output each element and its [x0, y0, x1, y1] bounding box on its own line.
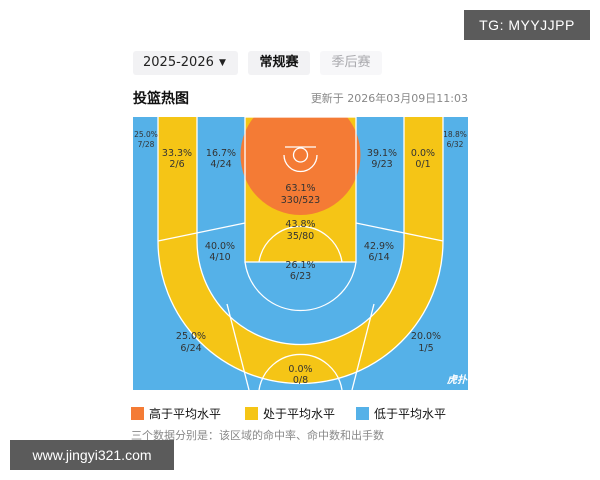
zone-label-top-key: 26.1% 6/23 — [285, 260, 315, 282]
svg-text:6/14: 6/14 — [368, 252, 389, 263]
svg-text:6/24: 6/24 — [180, 343, 201, 354]
chevron-down-icon: ▼ — [219, 58, 226, 68]
svg-text:33.3%: 33.3% — [162, 148, 192, 159]
legend-note: 三个数据分别是：该区域的命中率、命中数和出手数 — [131, 429, 384, 442]
legend-label-mid: 处于平均水平 — [263, 407, 336, 421]
svg-text:6/23: 6/23 — [290, 271, 311, 282]
svg-text:26.1%: 26.1% — [285, 260, 315, 271]
tab-regular-season[interactable]: 常规赛 — [248, 51, 310, 75]
legend-item-high: 高于平均水平 — [131, 405, 221, 421]
legend-item-low: 低于平均水平 — [356, 405, 446, 421]
zone-label-paint: 43.8% 35/80 — [285, 219, 315, 242]
svg-text:43.8%: 43.8% — [285, 219, 315, 230]
svg-text:25.0%: 25.0% — [176, 331, 206, 342]
legend-swatch-high — [131, 407, 144, 420]
svg-text:1/5: 1/5 — [418, 343, 433, 354]
zone-label-right-wing-three: 20.0% 1/5 — [411, 331, 441, 354]
zone-label-top-three: 0.0% 0/8 — [288, 364, 312, 386]
svg-text:25.0%: 25.0% — [134, 130, 158, 139]
svg-text:0/1: 0/1 — [415, 159, 430, 170]
legend-swatch-low — [356, 407, 369, 420]
zone-label-corner-right: 18.8% 6/32 — [443, 130, 467, 149]
svg-text:4/24: 4/24 — [210, 159, 231, 170]
svg-text:42.9%: 42.9% — [364, 241, 394, 252]
zone-label-left-base: 33.3% 2/6 — [162, 148, 192, 170]
tab-playoffs[interactable]: 季后赛 — [320, 51, 382, 75]
shot-heatmap-court — [133, 117, 468, 390]
svg-text:35/80: 35/80 — [287, 231, 314, 242]
svg-text:39.1%: 39.1% — [367, 148, 397, 159]
zone-label-left-wing-three: 25.0% 6/24 — [176, 331, 206, 354]
svg-text:7/28: 7/28 — [138, 140, 155, 149]
svg-text:18.8%: 18.8% — [443, 130, 467, 139]
svg-text:0/8: 0/8 — [293, 375, 308, 386]
updated-timestamp: 更新于 2026年03月09日11:03 — [310, 92, 468, 105]
watermark-bottom: www.jingyi321.com — [10, 440, 174, 470]
svg-text:0.0%: 0.0% — [288, 364, 312, 375]
watermark-top: TG: MYYJJPP — [464, 10, 590, 40]
zone-label-restricted: 63.1% 330/523 — [281, 183, 320, 206]
svg-text:6/32: 6/32 — [447, 140, 464, 149]
season-select-value: 2025-2026 — [143, 55, 214, 70]
legend-swatch-mid — [245, 407, 258, 420]
zone-label-right-lane: 39.1% 9/23 — [367, 148, 397, 170]
top-key-region — [245, 262, 356, 311]
legend-label-high: 高于平均水平 — [149, 407, 222, 421]
court-logo: 虎扑 — [446, 374, 468, 386]
zone-label-right-base: 0.0% 0/1 — [411, 148, 435, 170]
legend-item-mid: 处于平均水平 — [245, 405, 335, 421]
section-title: 投篮热图 — [133, 91, 189, 107]
season-select[interactable]: 2025-2026 ▼ — [133, 51, 238, 75]
svg-text:330/523: 330/523 — [281, 195, 320, 206]
zone-label-left-lane: 16.7% 4/24 — [206, 148, 236, 170]
svg-text:4/10: 4/10 — [209, 252, 230, 263]
legend-label-low: 低于平均水平 — [374, 407, 447, 421]
zone-label-left-elbow: 40.0% 4/10 — [205, 241, 235, 263]
zone-label-right-elbow: 42.9% 6/14 — [364, 241, 394, 263]
svg-text:2/6: 2/6 — [169, 159, 184, 170]
zone-label-corner-left: 25.0% 7/28 — [134, 130, 158, 149]
svg-text:0.0%: 0.0% — [411, 148, 435, 159]
svg-text:9/23: 9/23 — [371, 159, 392, 170]
svg-text:20.0%: 20.0% — [411, 331, 441, 342]
svg-text:40.0%: 40.0% — [205, 241, 235, 252]
zone-labels: 25.0% 7/28 33.3% 2/6 16.7% 4/24 63.1% 33… — [134, 130, 468, 386]
svg-text:16.7%: 16.7% — [206, 148, 236, 159]
restricted-region — [240, 117, 361, 215]
svg-text:63.1%: 63.1% — [285, 183, 315, 194]
